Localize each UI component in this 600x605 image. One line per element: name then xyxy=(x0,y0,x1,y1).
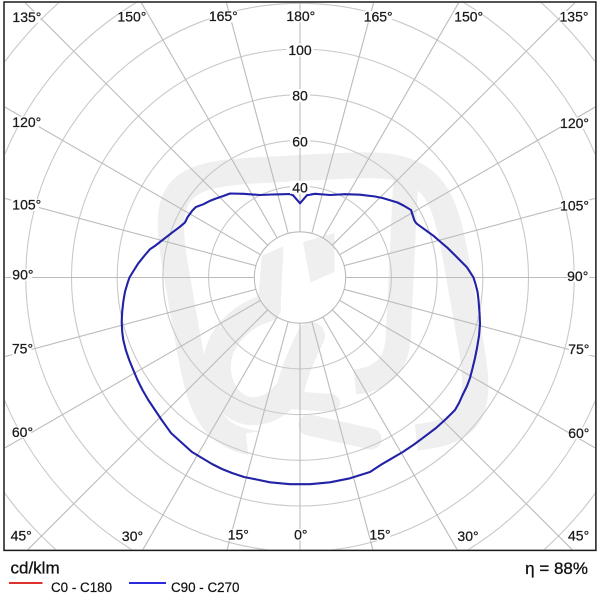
svg-text:90°: 90° xyxy=(12,267,33,283)
svg-text:180°: 180° xyxy=(286,8,315,24)
svg-text:120°: 120° xyxy=(560,115,589,131)
svg-text:cd/klm: cd/klm xyxy=(11,559,60,578)
svg-text:90°: 90° xyxy=(567,268,588,284)
svg-text:120°: 120° xyxy=(12,114,41,130)
svg-text:15°: 15° xyxy=(369,527,390,543)
svg-text:150°: 150° xyxy=(454,8,483,24)
svg-text:135°: 135° xyxy=(12,9,41,25)
svg-text:75°: 75° xyxy=(12,341,33,357)
svg-text:165°: 165° xyxy=(209,8,238,24)
svg-text:60°: 60° xyxy=(568,425,589,441)
svg-text:η = 88%: η = 88% xyxy=(525,559,588,578)
svg-text:C0 - C180: C0 - C180 xyxy=(51,580,112,595)
svg-text:105°: 105° xyxy=(12,197,41,213)
svg-text:40: 40 xyxy=(292,179,308,195)
svg-text:75°: 75° xyxy=(568,341,589,357)
svg-text:0°: 0° xyxy=(294,527,307,543)
svg-text:165°: 165° xyxy=(364,9,393,25)
svg-text:135°: 135° xyxy=(560,9,589,25)
svg-text:80: 80 xyxy=(292,88,308,104)
svg-text:15°: 15° xyxy=(228,527,249,543)
svg-text:30°: 30° xyxy=(457,528,478,544)
svg-text:100: 100 xyxy=(288,42,312,58)
svg-text:105°: 105° xyxy=(560,197,589,213)
svg-text:150°: 150° xyxy=(117,9,146,25)
svg-text:30°: 30° xyxy=(122,528,143,544)
svg-text:C90 - C270: C90 - C270 xyxy=(171,580,239,595)
svg-text:45°: 45° xyxy=(11,528,32,544)
svg-text:60°: 60° xyxy=(12,424,33,440)
svg-text:45°: 45° xyxy=(568,528,589,544)
svg-text:60: 60 xyxy=(292,133,308,149)
